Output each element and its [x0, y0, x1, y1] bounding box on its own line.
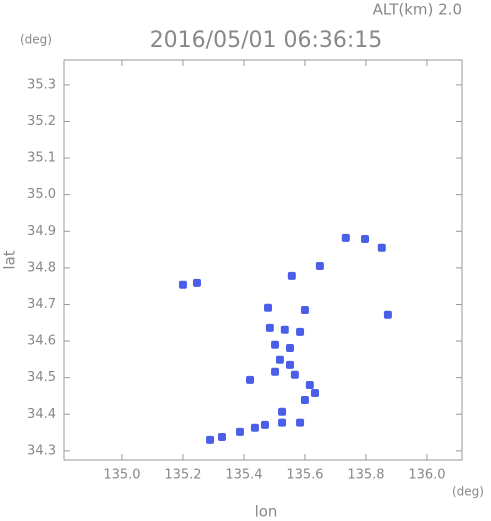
y-tick-label: 34.6: [27, 334, 56, 349]
x-tick-label: 135.0: [103, 468, 140, 483]
echo: [300, 305, 309, 314]
altitude: ALT(km) 2.0: [373, 1, 462, 19]
x-tick-label: 135.8: [347, 468, 384, 483]
echo: [315, 262, 324, 271]
echo: [217, 432, 226, 441]
x-tick-label: 135.4: [225, 468, 262, 483]
echo: [271, 367, 280, 376]
echo: [192, 278, 201, 287]
echo: [275, 355, 284, 364]
echo: [264, 303, 273, 312]
y-tick-label: 35.3: [27, 77, 56, 92]
echo: [206, 435, 215, 444]
echo: [178, 280, 187, 289]
echo: [305, 380, 314, 389]
y-tick-label: 35.2: [27, 114, 56, 129]
plot-frame: [63, 59, 463, 461]
echo: [260, 420, 269, 429]
echo: [246, 375, 255, 384]
y-unit: (deg): [20, 33, 52, 47]
y-tick-label: 34.5: [27, 370, 56, 385]
chart-title: 2016/05/01 06:36:15: [150, 28, 383, 53]
echo: [271, 340, 280, 349]
echo: [377, 243, 386, 252]
echo: [296, 418, 305, 427]
x-tick-label: 135.2: [164, 468, 201, 483]
x-tick-label: 135.6: [286, 468, 323, 483]
x-tick-label: 136.0: [408, 468, 445, 483]
y-tick-label: 34.3: [27, 443, 56, 458]
echo: [287, 271, 296, 280]
echo: [280, 325, 289, 334]
echo: [285, 344, 294, 353]
echo: [383, 310, 392, 319]
y-tick-label: 34.4: [27, 407, 56, 422]
echo: [341, 233, 350, 242]
echo: [278, 418, 287, 427]
echo: [290, 370, 299, 379]
y-tick-label: 35.1: [27, 151, 56, 166]
y-axis-label: lat: [1, 250, 19, 269]
echo: [265, 323, 274, 332]
echo: [278, 407, 287, 416]
echo: [361, 234, 370, 243]
y-tick-label: 35.0: [27, 187, 56, 202]
y-tick-label: 34.7: [27, 297, 56, 312]
echo: [300, 395, 309, 404]
y-tick-label: 34.9: [27, 224, 56, 239]
x-unit: (deg): [452, 485, 484, 499]
x-axis-label: lon: [255, 503, 278, 521]
y-tick-label: 34.8: [27, 260, 56, 275]
echo: [235, 427, 244, 436]
echo: [250, 423, 259, 432]
echo: [296, 327, 305, 336]
echo: [310, 389, 319, 398]
echo: [285, 360, 294, 369]
